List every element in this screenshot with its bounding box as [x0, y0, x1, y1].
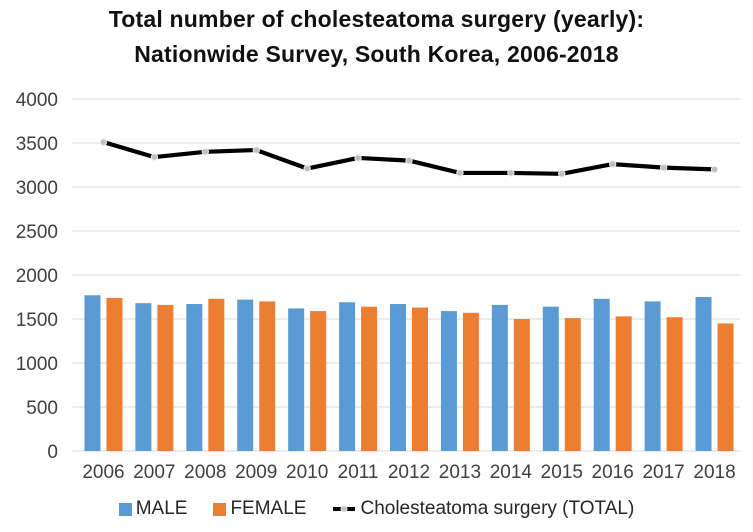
bar-male [542, 306, 559, 451]
legend-item-male: MALE [118, 498, 188, 520]
total-marker [710, 165, 719, 174]
total-marker [507, 169, 515, 177]
bar-male [491, 304, 508, 451]
bar-female [717, 323, 734, 451]
y-tick-label: 2500 [16, 222, 58, 243]
legend-label-female: FEMALE [230, 498, 307, 519]
bar-female [310, 311, 327, 451]
x-tick-label: 2015 [541, 462, 583, 483]
x-tick-label: 2012 [388, 462, 430, 483]
y-tick-label: 1500 [16, 310, 58, 331]
bar-male [84, 295, 101, 451]
y-tick-label: 3000 [16, 178, 58, 199]
x-tick-label: 2007 [133, 462, 175, 483]
total-marker [201, 148, 210, 156]
bar-female [259, 301, 276, 451]
x-tick-label: 2014 [490, 462, 533, 483]
chart-title-line2: Nationwide Survey, South Korea, 2006-201… [134, 41, 619, 67]
bar-female [462, 312, 479, 451]
total-marker [354, 154, 362, 162]
bar-male [135, 303, 152, 451]
legend-label-male: MALE [135, 498, 188, 519]
female-swatch-icon [213, 502, 227, 516]
total-marker [608, 160, 617, 168]
bar-male [593, 298, 610, 451]
bar-male [644, 301, 661, 451]
bar-female [208, 298, 225, 451]
bar-female [666, 317, 683, 451]
total-line-markers [99, 138, 719, 178]
bar-female [513, 319, 530, 451]
x-tick-label: 2013 [439, 462, 481, 483]
y-tick-label: 500 [26, 398, 58, 419]
total-marker [303, 164, 311, 173]
bar-male [186, 304, 203, 451]
bars-male [84, 295, 712, 451]
y-tick-label: 2000 [16, 266, 58, 287]
x-tick-label: 2018 [693, 462, 735, 483]
bar-male [390, 304, 406, 451]
line-marker-icon [333, 505, 356, 513]
x-tick-label: 2006 [82, 462, 124, 483]
y-tick-label: 3500 [16, 134, 58, 155]
bar-male [695, 297, 712, 451]
bar-male [237, 299, 254, 451]
total-marker [252, 146, 260, 154]
total-marker [659, 163, 668, 172]
total-marker [99, 138, 108, 146]
bar-female [564, 318, 581, 451]
bar-male [440, 311, 457, 451]
chart-title: Total number of cholesteatoma surgery (y… [0, 2, 753, 72]
chart-legend: MALE FEMALE Cholesteatoma surgery (TOTAL… [0, 498, 753, 520]
y-tick-label: 0 [47, 442, 58, 463]
x-tick-label: 2009 [235, 462, 277, 483]
bar-male [339, 302, 356, 451]
legend-item-female: FEMALE [213, 498, 306, 520]
bar-female [412, 307, 428, 451]
y-tick-label: 4000 [16, 90, 58, 111]
legend-item-total: Cholesteatoma surgery (TOTAL) [332, 498, 634, 520]
bar-female [615, 316, 632, 451]
total-marker [558, 170, 566, 178]
bar-female [361, 306, 378, 451]
bar-female [106, 297, 123, 451]
bar-male [288, 308, 305, 451]
x-tick-label: 2017 [642, 462, 684, 483]
x-axis-labels: 2006 2007 2008 2009 2010 2011 2012 2013 2014 2015… [82, 462, 735, 483]
x-tick-label: 2011 [338, 462, 379, 483]
x-tick-label: 2016 [592, 462, 634, 483]
total-marker [150, 153, 159, 161]
y-axis-labels: 0 500 1000 1500 2000 2500 3000 3500 4000 [16, 90, 58, 463]
bars-female [106, 297, 734, 451]
x-tick-label: 2010 [286, 462, 328, 483]
total-marker [405, 156, 413, 165]
chart-title-line1: Total number of cholesteatoma surgery (y… [108, 6, 645, 32]
male-swatch-icon [118, 502, 132, 516]
total-marker [456, 169, 464, 177]
x-tick-label: 2008 [184, 462, 226, 483]
y-tick-label: 1000 [16, 354, 58, 375]
bar-female [157, 304, 174, 451]
legend-label-total: Cholesteatoma surgery (TOTAL) [360, 498, 635, 519]
